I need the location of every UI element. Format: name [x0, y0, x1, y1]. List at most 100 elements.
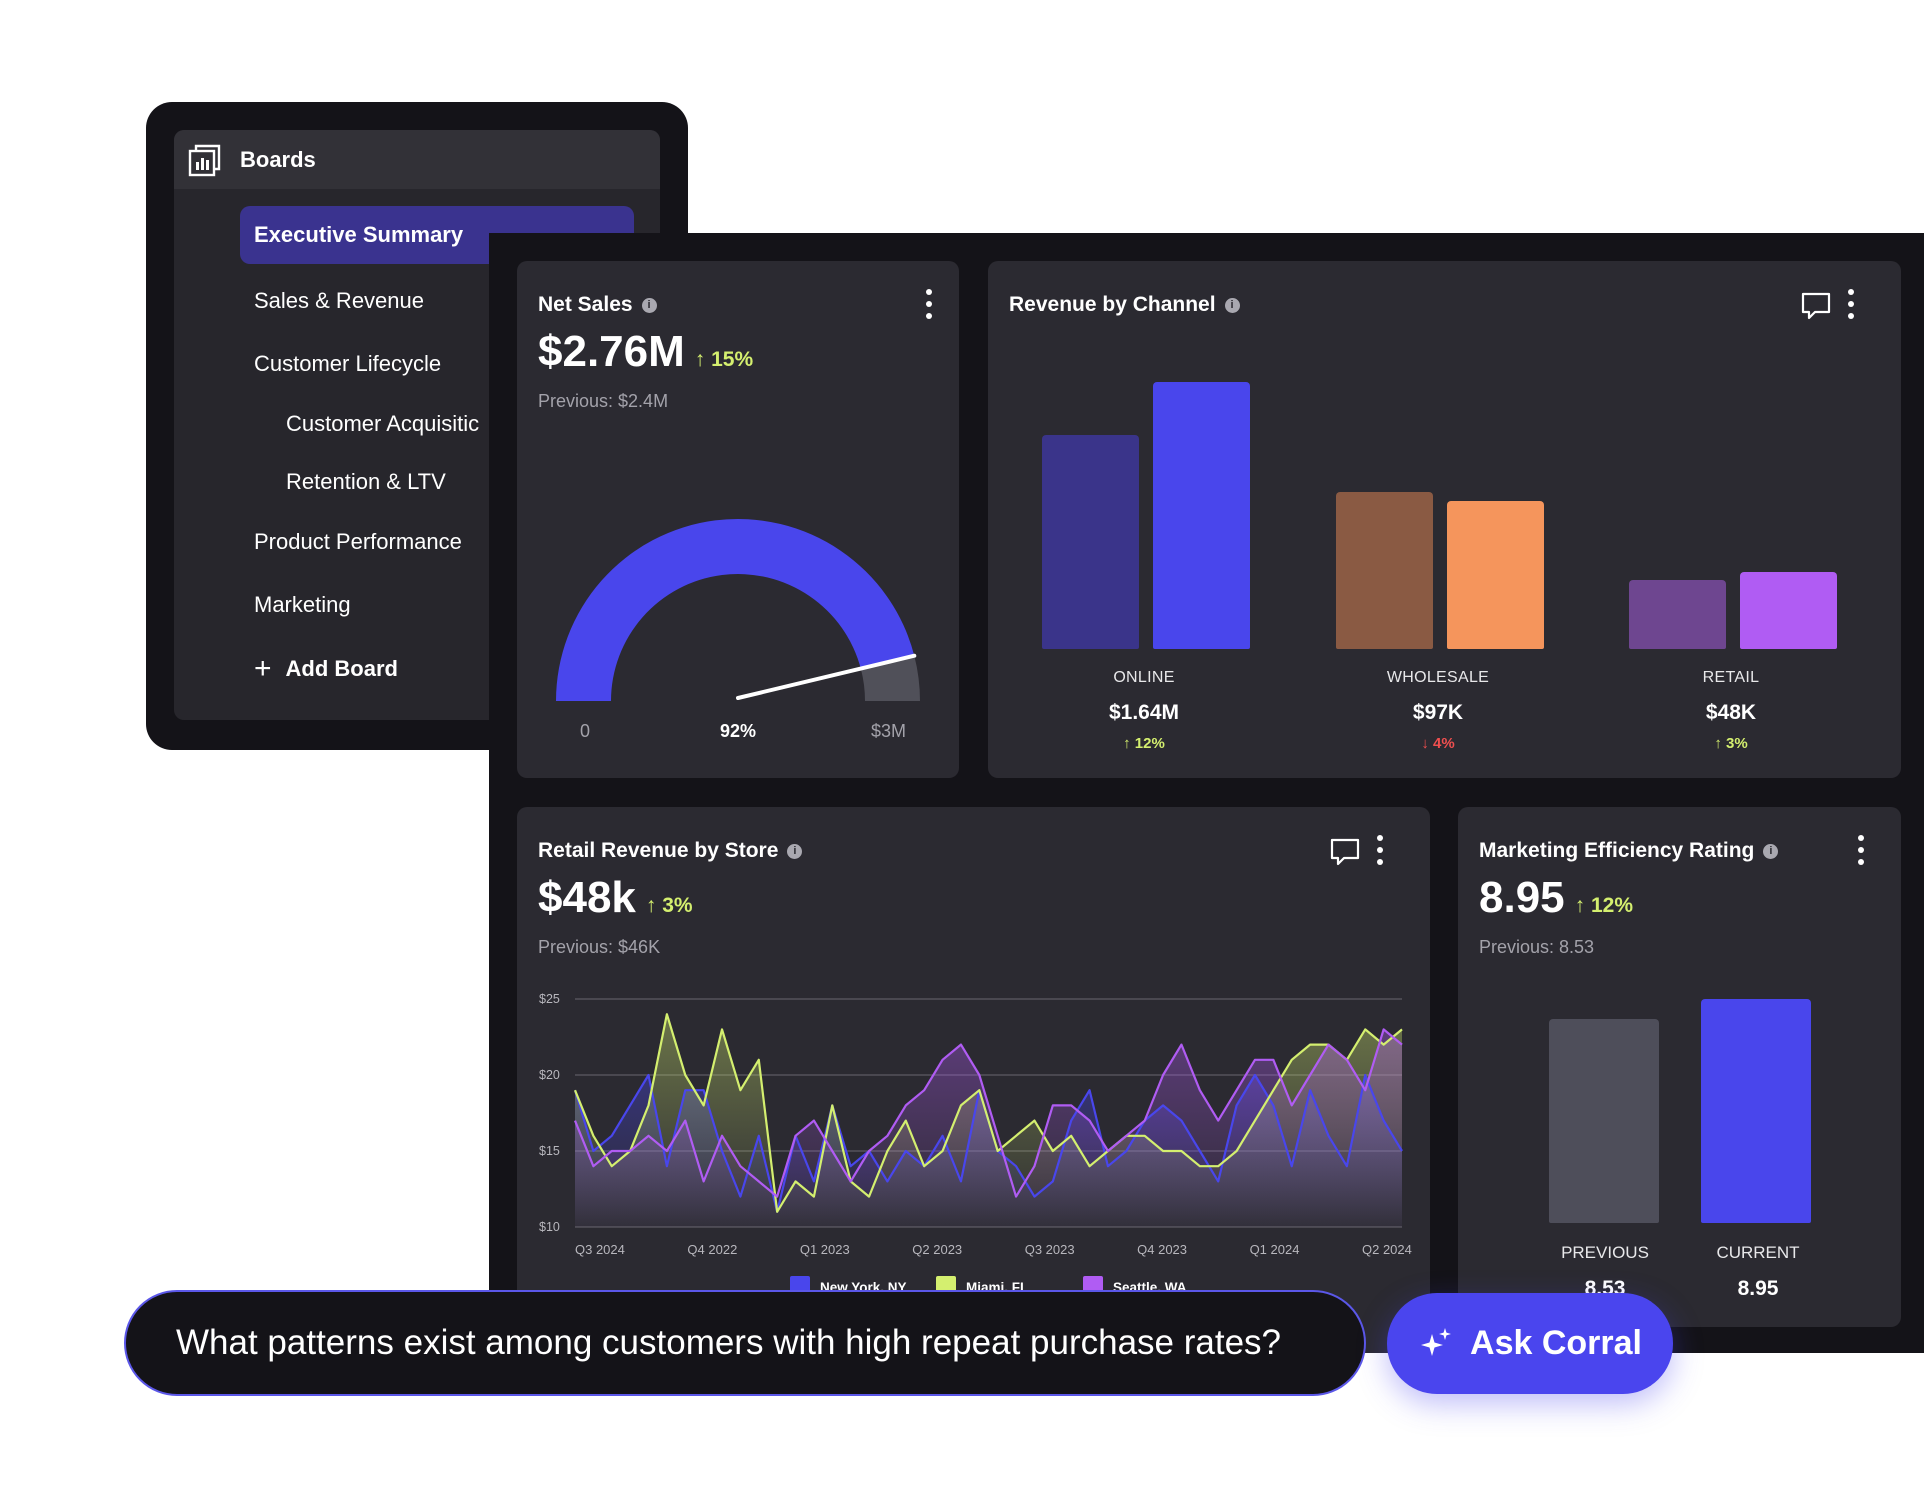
sidebar-item-sales-revenue[interactable]: Sales & Revenue	[254, 288, 424, 313]
sparkle-icon	[1421, 1327, 1452, 1356]
channel-wholesale: WHOLESALE $97K ↓ 4%	[1318, 669, 1558, 752]
channel-online: ONLINE $1.64M ↑ 12%	[1024, 669, 1264, 752]
channel-name: WHOLESALE	[1386, 669, 1490, 686]
net-sales-previous: Previous: $2.4M	[538, 391, 669, 411]
marketing-bar-previous[interactable]	[1549, 1019, 1659, 1223]
channel-bar-wholesale-current[interactable]	[1447, 501, 1544, 649]
retail-revenue-previous: Previous: $46K	[538, 937, 661, 957]
channel-value: $1.64M	[1108, 701, 1180, 724]
series-line-2[interactable]	[573, 1028, 1403, 1198]
net-sales-gauge	[556, 519, 920, 701]
prompt-text: What patterns exist among customers with…	[176, 1323, 1281, 1362]
channel-bar-online-current[interactable]	[1153, 382, 1250, 649]
marketing-bar-current[interactable]	[1701, 999, 1811, 1223]
x-tick-label: Q4 2022	[687, 1242, 737, 1257]
boards-icon	[188, 144, 221, 176]
sidebar-item-marketing[interactable]: Marketing	[254, 592, 351, 617]
marketing-efficiency-value: 8.95	[1479, 873, 1565, 922]
x-tick-label: Q1 2024	[1250, 1242, 1300, 1257]
gauge-max-label: $3M	[871, 721, 907, 741]
legend-swatch	[936, 1276, 956, 1294]
y-tick-label: $20	[539, 1068, 560, 1082]
more-options-icon[interactable]	[1851, 835, 1871, 869]
net-sales-card: Net Sales i $2.76M ↑ 15% Previous: $2.4M …	[517, 261, 959, 778]
gauge-percent-label: 92%	[719, 721, 757, 741]
retail-revenue-line-chart: $25 $20 $15 $10 Q3 2024 Q4 2022 Q1 2023 Q2 2023…	[539, 992, 1412, 1295]
net-sales-title: Net Sales	[538, 293, 633, 316]
retail-revenue-title: Retail Revenue by Store	[538, 839, 779, 862]
gauge-track	[861, 655, 920, 701]
channel-name: RETAIL	[1702, 669, 1760, 686]
marketing-efficiency-title: Marketing Efficiency Rating	[1479, 839, 1755, 862]
dashboard: Net Sales i $2.76M ↑ 15% Previous: $2.4M …	[489, 233, 1924, 1353]
net-sales-value-row: $2.76M ↑ 15%	[538, 327, 753, 377]
more-options-icon[interactable]	[1370, 835, 1390, 869]
marketing-efficiency-value-row: 8.95 ↑ 12%	[1479, 873, 1633, 923]
channel-name: ONLINE	[1113, 669, 1175, 686]
channel-delta: ↑ 12%	[1123, 735, 1165, 752]
channel-bar-retail-current[interactable]	[1740, 572, 1837, 649]
info-icon[interactable]: i	[1224, 297, 1240, 313]
revenue-channel-title: Revenue by Channel	[1009, 293, 1216, 316]
info-icon[interactable]: i	[641, 297, 657, 313]
marketing-efficiency-title-row: Marketing Efficiency Rating i	[1479, 839, 1779, 863]
ask-corral-button[interactable]: Ask Corral	[1387, 1293, 1673, 1394]
plus-icon: +	[254, 652, 272, 685]
revenue-channel-title-row: Revenue by Channel i	[1009, 293, 1240, 317]
channel-bar-online-previous[interactable]	[1042, 435, 1139, 649]
x-tick-label: Q4 2023	[1137, 1242, 1187, 1257]
legend-swatch	[790, 1276, 810, 1294]
more-options-icon[interactable]	[919, 289, 939, 323]
marketing-bar-value: 8.95	[1737, 1277, 1779, 1300]
boards-header[interactable]: Boards	[174, 130, 660, 189]
y-tick-label: $10	[539, 1220, 560, 1234]
net-sales-delta: ↑ 15%	[694, 348, 754, 371]
sidebar-item-retention-ltv[interactable]: Retention & LTV	[286, 469, 446, 494]
add-board-label: Add Board	[285, 656, 398, 681]
more-options-icon[interactable]	[1841, 289, 1861, 323]
x-tick-label: Q2 2024	[1362, 1242, 1412, 1257]
sidebar-item-customer-lifecycle[interactable]: Customer Lifecycle	[254, 351, 442, 376]
gauge-min-label: 0	[580, 721, 591, 741]
channel-delta: ↓ 4%	[1421, 735, 1455, 752]
channel-value: $48K	[1705, 701, 1757, 724]
retail-revenue-delta: ↑ 3%	[645, 894, 693, 917]
channel-value: $97K	[1412, 701, 1464, 724]
revenue-by-channel-card: Revenue by Channel i ONLINE $1.64M ↑ 12%…	[988, 261, 1901, 778]
marketing-efficiency-card: Marketing Efficiency Rating i 8.95 ↑ 12% …	[1458, 807, 1901, 1327]
retail-revenue-card: Retail Revenue by Store i $48k ↑ 3% Previ…	[517, 807, 1430, 1353]
sidebar-item-product-performance[interactable]: Product Performance	[254, 529, 462, 554]
sidebar-item-customer-acquisition[interactable]: Customer Acquisitic	[286, 411, 480, 436]
info-icon[interactable]: i	[1763, 843, 1779, 859]
marketing-bar-current: CURRENT 8.95	[1678, 1243, 1838, 1301]
info-icon[interactable]: i	[787, 843, 803, 859]
net-sales-title-row: Net Sales i	[538, 293, 657, 317]
ask-prompt-input[interactable]: What patterns exist among customers with…	[124, 1290, 1366, 1396]
ask-corral-label: Ask Corral	[1470, 1324, 1642, 1362]
marketing-efficiency-previous: Previous: 8.53	[1479, 937, 1595, 957]
retail-revenue-value: $48k	[538, 873, 636, 922]
comment-icon[interactable]	[1330, 837, 1360, 867]
gauge-fill	[556, 519, 915, 701]
marketing-bar-label: CURRENT	[1716, 1243, 1800, 1262]
y-tick-label: $25	[539, 992, 560, 1006]
x-tick-label: Q3 2024	[575, 1242, 625, 1257]
gauge-needle	[736, 653, 917, 700]
x-tick-label: Q2 2023	[912, 1242, 962, 1257]
series-area-2	[575, 1029, 1402, 1227]
series-line-1[interactable]	[573, 1013, 1403, 1213]
marketing-bar-label: PREVIOUS	[1561, 1243, 1649, 1262]
add-board-button[interactable]: + Add Board	[254, 654, 398, 684]
y-tick-label: $15	[539, 1144, 560, 1158]
channel-delta: ↑ 3%	[1714, 735, 1748, 752]
x-tick-label: Q3 2023	[1025, 1242, 1075, 1257]
net-sales-value: $2.76M	[538, 327, 685, 376]
retail-revenue-value-row: $48k ↑ 3%	[538, 873, 693, 923]
marketing-efficiency-delta: ↑ 12%	[1574, 894, 1634, 917]
channel-bar-retail-previous[interactable]	[1629, 580, 1726, 649]
channel-bar-wholesale-previous[interactable]	[1336, 492, 1433, 649]
comment-icon[interactable]	[1801, 291, 1831, 321]
retail-revenue-title-row: Retail Revenue by Store i	[538, 839, 803, 863]
legend-swatch	[1083, 1276, 1103, 1294]
channel-retail: RETAIL $48K ↑ 3%	[1611, 669, 1851, 752]
